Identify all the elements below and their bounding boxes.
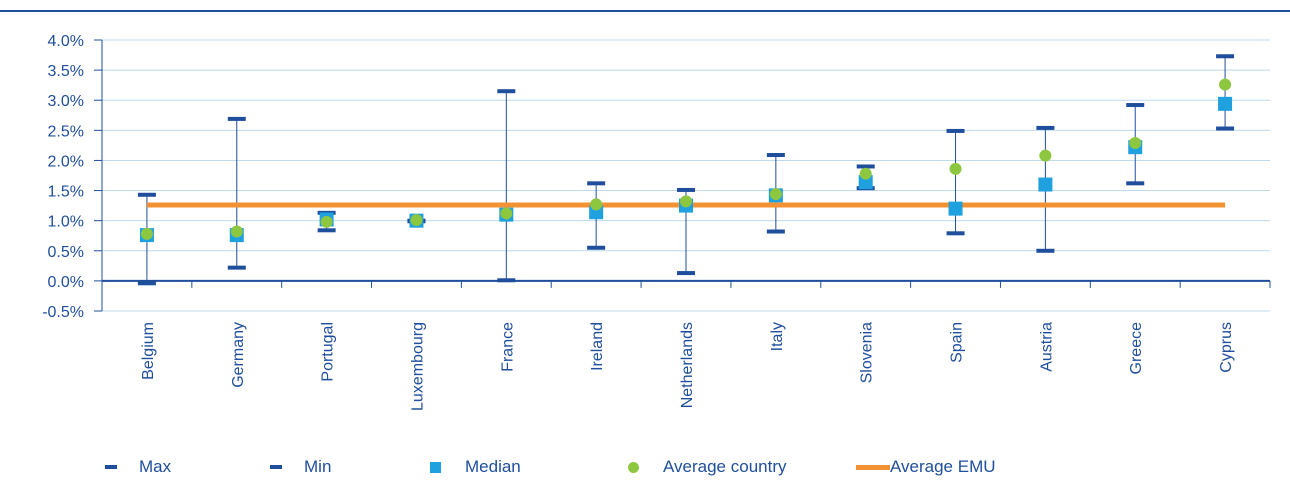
max-marker — [227, 116, 246, 121]
category-label: Portugal — [320, 322, 337, 382]
legend-symbol — [270, 465, 282, 469]
min-marker — [677, 271, 695, 276]
average-country-marker — [680, 195, 692, 208]
min-marker — [1126, 181, 1145, 186]
average-country-marker — [859, 167, 872, 180]
legend-label: Average country — [663, 457, 787, 476]
average-country-marker — [769, 188, 782, 201]
y-tick-label: 0.0% — [48, 274, 84, 291]
category-label: Ireland — [589, 322, 606, 371]
category-label: Spain — [949, 322, 966, 363]
y-tick-label: 3.0% — [48, 93, 84, 110]
category-label: Austria — [1038, 322, 1055, 372]
max-marker — [137, 192, 156, 197]
category-label: Belgium — [140, 322, 157, 380]
y-tick-label: 0.5% — [48, 244, 84, 261]
legend: Max Min Median Average country Average EMU — [0, 452, 1290, 482]
legend-label: Max — [139, 457, 172, 476]
max-marker — [1216, 54, 1235, 59]
category-label: France — [499, 322, 516, 372]
category-label: Germany — [230, 322, 247, 388]
category-label: Italy — [769, 322, 786, 351]
min-marker — [766, 229, 785, 234]
category-label: Luxembourg — [409, 322, 426, 411]
chart-plot: -0.5% 0.0% 0.5% 1.0% 1.5% 2.0% 2.5% 3.0% 3.5% 4.0… — [0, 10, 1290, 411]
max-marker — [587, 181, 606, 186]
legend-item: Median — [430, 452, 521, 482]
min-marker — [1216, 126, 1235, 131]
average-country-marker — [140, 227, 153, 240]
median-marker — [1218, 96, 1233, 111]
category-label: Greece — [1128, 322, 1145, 375]
legend-symbol — [856, 464, 890, 470]
legend-label: Median — [465, 457, 521, 476]
legend-label: Min — [304, 457, 332, 476]
average-country-marker — [320, 215, 333, 228]
average-country-marker — [500, 207, 513, 220]
legend-label: Average EMU — [890, 457, 996, 476]
average-country-marker — [1219, 78, 1232, 91]
y-tick-label: 1.5% — [48, 184, 84, 201]
y-tick-label: 2.0% — [48, 153, 84, 170]
y-tick-label: 2.5% — [48, 123, 84, 140]
median-marker — [948, 201, 963, 216]
max-marker — [677, 187, 695, 192]
legend-symbol — [105, 465, 117, 469]
min-marker — [137, 281, 156, 286]
legend-item: Average country — [628, 452, 786, 482]
max-marker — [1036, 125, 1055, 130]
average-country-marker — [1129, 136, 1142, 149]
min-marker — [317, 228, 336, 233]
max-marker — [946, 128, 965, 133]
category-label: Netherlands — [679, 322, 696, 408]
legend-item: Max — [105, 452, 171, 482]
median-marker — [1038, 177, 1053, 192]
average-country-marker — [410, 214, 423, 227]
max-marker — [497, 89, 516, 94]
legend-item: Min — [270, 452, 331, 482]
median-marker — [858, 175, 873, 190]
min-marker — [227, 265, 246, 270]
legend-item: Average EMU — [856, 452, 996, 482]
min-marker — [587, 245, 606, 250]
min-marker — [946, 231, 965, 236]
min-marker — [1036, 248, 1055, 253]
y-tick-label: -0.5% — [42, 304, 84, 321]
average-country-marker — [590, 198, 603, 211]
max-marker — [766, 153, 785, 158]
category-label: Slovenia — [859, 322, 876, 383]
y-tick-label: 3.5% — [48, 63, 84, 80]
average-country-marker — [1039, 149, 1052, 162]
category-label: Cyprus — [1218, 322, 1235, 373]
y-tick-label: 1.0% — [48, 214, 84, 231]
average-country-marker — [949, 162, 962, 175]
max-marker — [856, 164, 875, 169]
max-marker — [1126, 103, 1145, 108]
legend-symbol — [628, 461, 639, 473]
min-marker — [497, 278, 516, 283]
legend-symbol — [430, 461, 441, 473]
y-tick-label: 4.0% — [48, 33, 84, 50]
average-country-marker — [230, 225, 243, 238]
